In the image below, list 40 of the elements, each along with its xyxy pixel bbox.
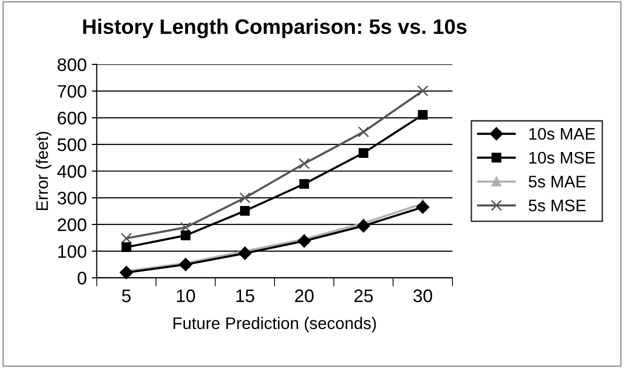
point <box>299 179 310 189</box>
point <box>180 230 190 240</box>
point <box>238 246 252 260</box>
point <box>120 232 132 244</box>
y-tick-label: 300 <box>58 192 86 205</box>
point <box>179 258 192 272</box>
point <box>417 85 428 96</box>
y-tick-label: 400 <box>57 165 86 178</box>
x-tick-label: 10 <box>176 289 195 302</box>
point <box>180 222 192 233</box>
point <box>358 126 370 138</box>
point <box>358 148 368 158</box>
x-tick-label: 20 <box>295 289 314 302</box>
y-axis-title: Error (feet) <box>36 132 52 210</box>
point <box>418 110 428 120</box>
x-tick-label: 30 <box>413 289 432 302</box>
x-tick-label: 15 <box>236 290 254 302</box>
y-tick-label: 500 <box>58 138 86 152</box>
chart-title: History Length Comparison: 5s vs. 10s <box>83 18 466 38</box>
legend-label: 5s MSE <box>528 200 586 212</box>
legend-label: 10s MSE <box>529 152 595 164</box>
y-tick-label: 800 <box>58 58 86 72</box>
point <box>298 158 310 170</box>
point <box>122 242 132 252</box>
x-tick-label: 5 <box>122 290 131 302</box>
y-tick-label: 700 <box>58 85 86 98</box>
y-tick-label: 600 <box>58 112 86 124</box>
point <box>239 192 250 204</box>
point <box>240 206 250 216</box>
legend-label: 10s MAE <box>529 128 595 140</box>
point <box>298 234 311 248</box>
point <box>120 266 133 280</box>
y-tick-label: 0 <box>78 272 86 285</box>
y-tick-label: 200 <box>58 218 86 232</box>
x-tick-label: 25 <box>354 289 373 302</box>
point <box>356 219 370 232</box>
y-tick-label: 100 <box>58 245 86 258</box>
point <box>416 200 430 214</box>
x-axis-title: Future Prediction (seconds) <box>174 316 376 332</box>
legend-label: 5s MAE <box>528 176 586 188</box>
